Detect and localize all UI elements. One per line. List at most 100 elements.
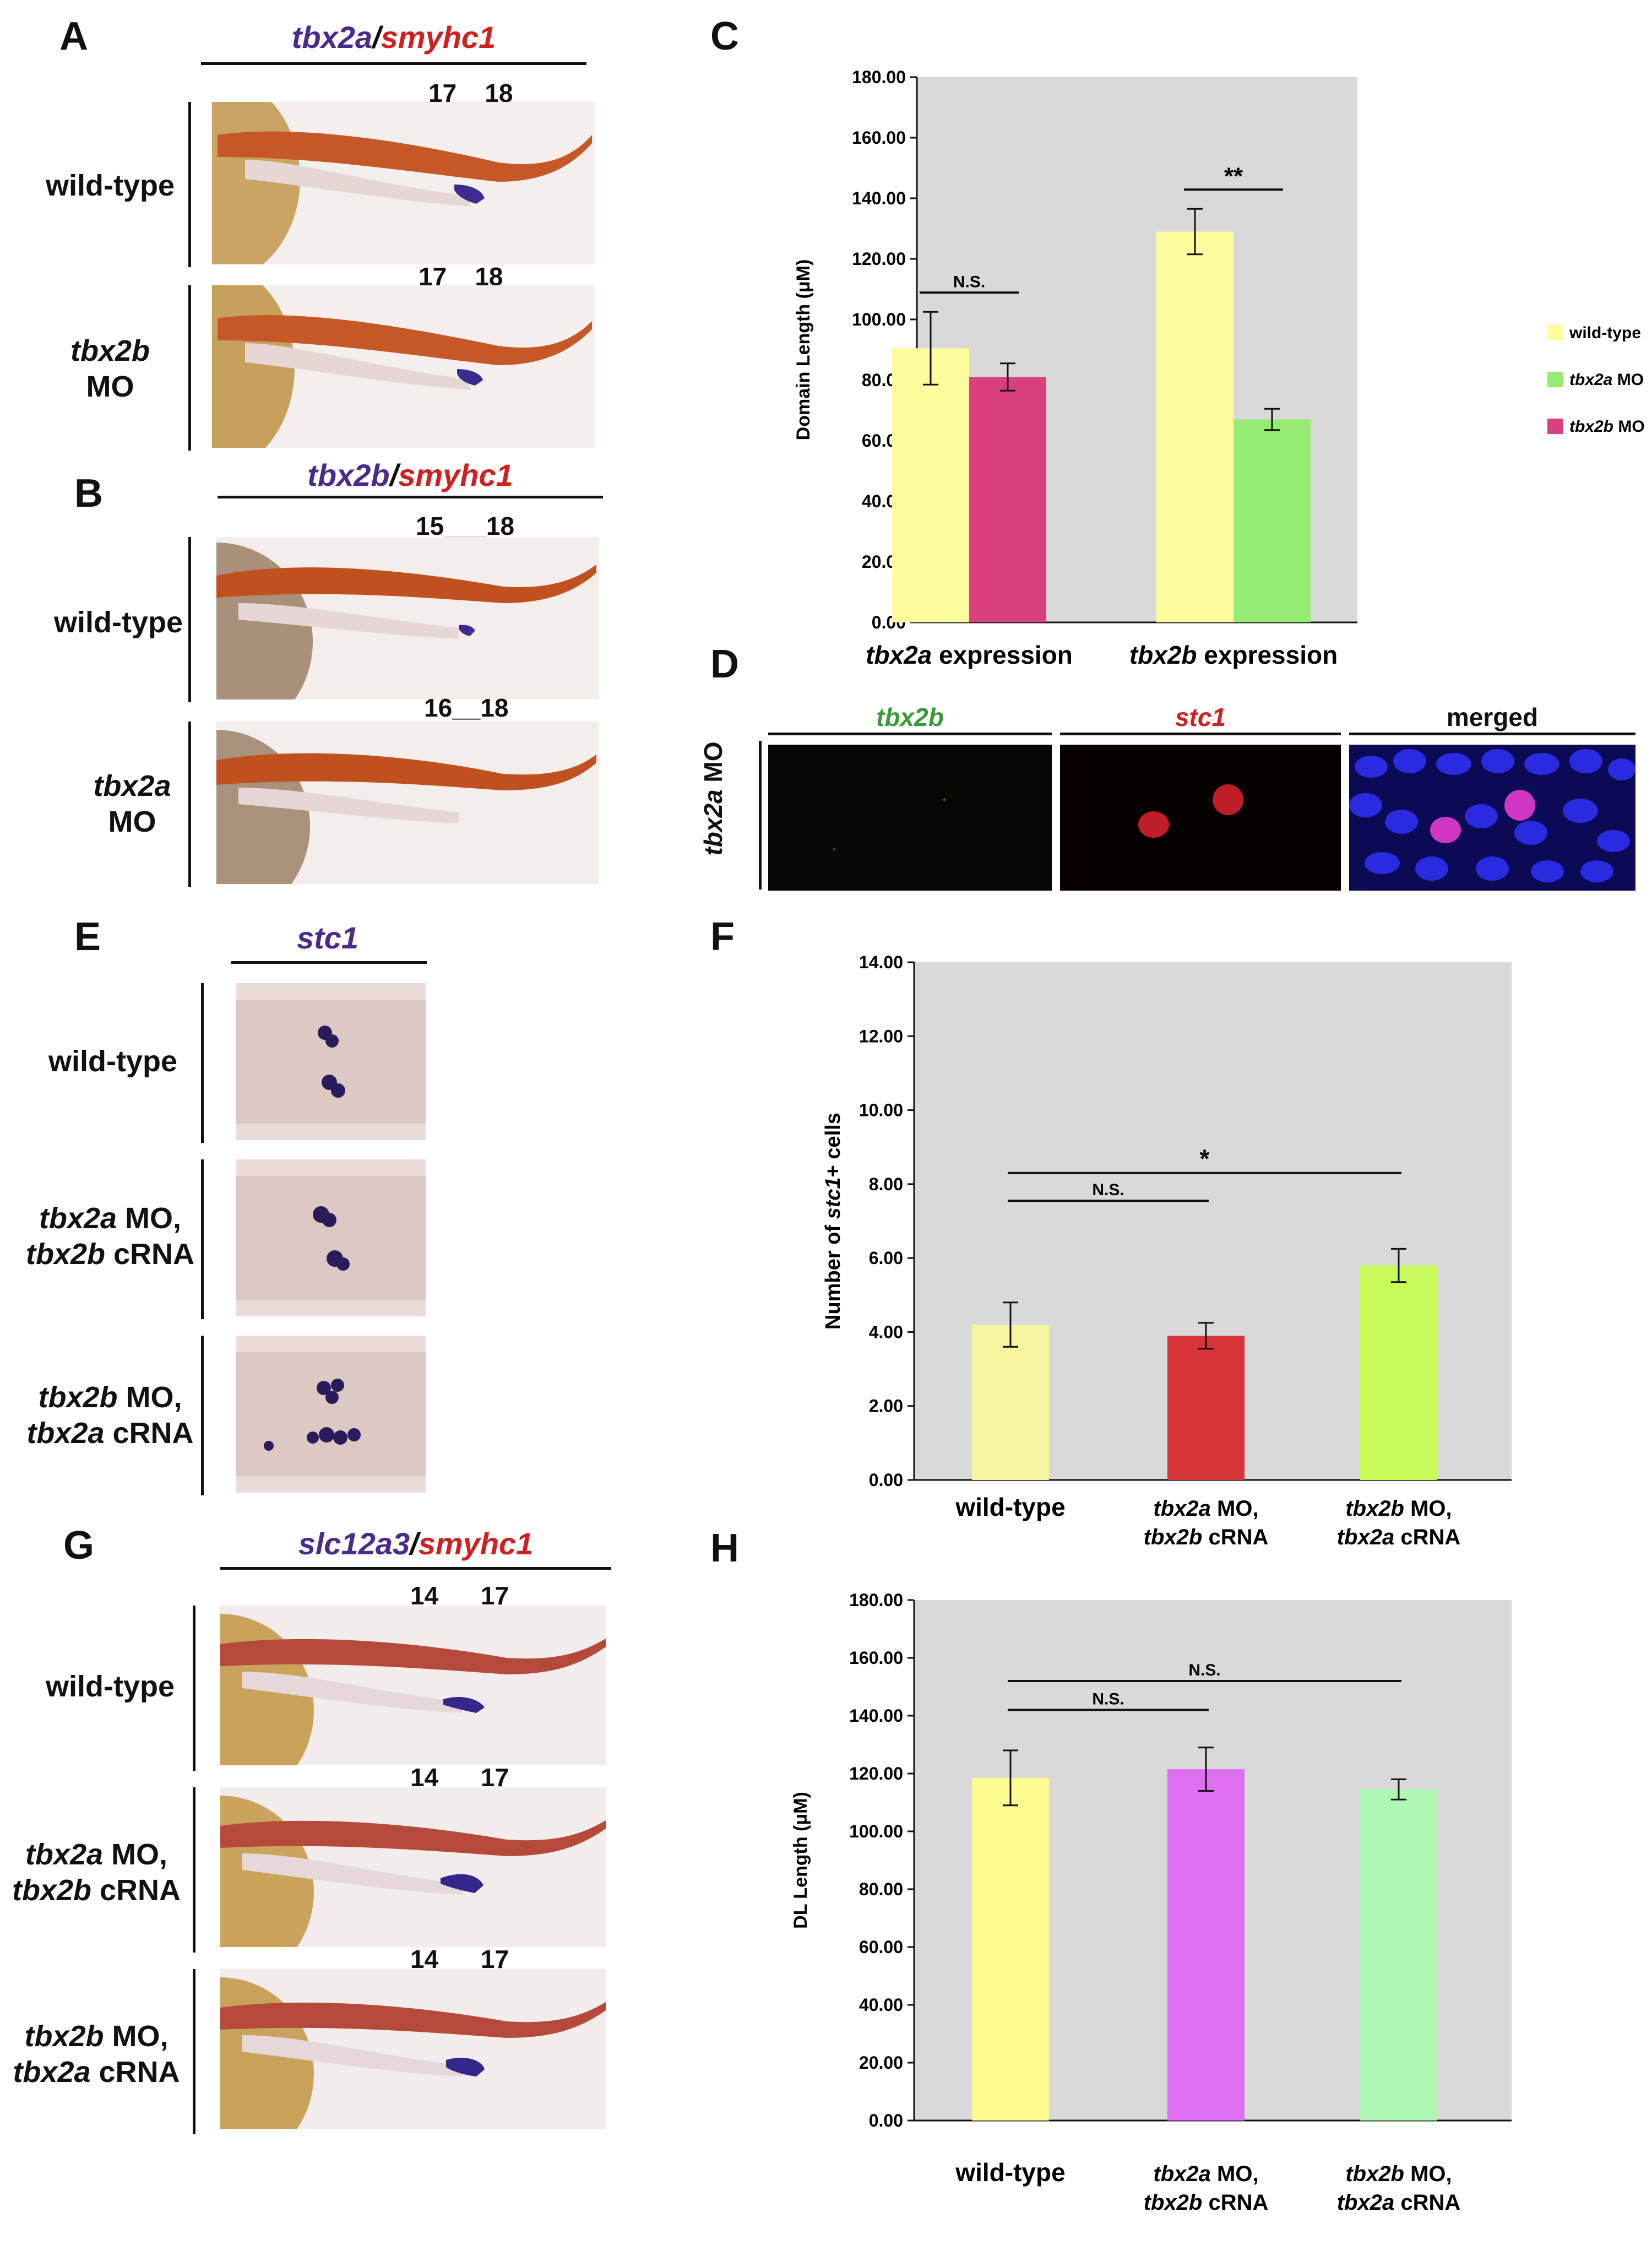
bar xyxy=(1360,1265,1437,1480)
row-label: tbx2b MO xyxy=(33,333,187,405)
y-tick-label: 120.00 xyxy=(852,249,906,269)
row-label-gene: tbx2a xyxy=(13,2055,91,2089)
row-label-gene: tbx2a xyxy=(93,769,171,802)
row-label-gene: tbx2a xyxy=(25,1838,104,1871)
significance-label: * xyxy=(1200,1145,1210,1173)
x-label-text: cRNA xyxy=(1394,2190,1460,2215)
embryo-photo xyxy=(212,285,595,448)
panel-g-gene-title: slc12a3/smyhc1 xyxy=(220,1526,611,1561)
bar xyxy=(972,1777,1049,2121)
row-label: tbx2a MO xyxy=(58,768,206,840)
bracket-line xyxy=(201,983,204,1143)
somite-range: 16__18 xyxy=(424,693,509,722)
y-tick-label: 40.00 xyxy=(859,1995,903,2015)
y-tick-label: 14.00 xyxy=(859,952,903,972)
legend-label: wild-type xyxy=(1569,324,1641,342)
x-label-text: cRNA xyxy=(1394,1525,1460,1549)
row-label-text: wild-type xyxy=(45,169,175,202)
panel-d-header: merged xyxy=(1446,703,1539,731)
x-category-label: tbx2a expression xyxy=(866,641,1073,669)
significance-label: N.S. xyxy=(1092,1181,1124,1199)
y-tick-label: 4.00 xyxy=(869,1322,903,1342)
x-label-gene: tbx2b xyxy=(1129,641,1197,669)
row-label-text: MO xyxy=(699,741,727,790)
y-tick-label: 140.00 xyxy=(849,1706,903,1726)
legend-text: MO xyxy=(1612,371,1644,389)
x-category-label: tbx2a MO, xyxy=(1153,2162,1258,2186)
y-tick-label: 160.00 xyxy=(852,128,906,148)
panel-b-title-rule xyxy=(218,496,603,498)
y-tick-label: 2.00 xyxy=(869,1396,903,1416)
embryo-image xyxy=(220,1606,606,1765)
row-label-text: wild-type xyxy=(48,1045,177,1078)
bracket-line xyxy=(201,1159,204,1319)
embryo-image xyxy=(216,722,599,884)
row-label-text: MO, xyxy=(117,1381,182,1414)
row-label-text: MO, xyxy=(103,1838,168,1871)
x-label-gene: tbx2a xyxy=(866,641,932,669)
row-label-text: cRNA xyxy=(105,1237,195,1271)
somite-range: 14___17 xyxy=(410,1945,509,1973)
row-label-gene: tbx2a xyxy=(699,789,727,856)
x-label-gene: tbx2b xyxy=(1345,1496,1404,1521)
somite-range: 14___17 xyxy=(410,1763,509,1792)
embryo-detail-image xyxy=(236,983,426,1140)
somite-range: 14___17 xyxy=(410,1581,509,1610)
row-label: tbx2b MO, tbx2a cRNA xyxy=(17,1380,204,1451)
fluor-photo xyxy=(1349,745,1635,891)
x-label-text: MO, xyxy=(1211,1496,1259,1521)
legend-gene: tbx2a xyxy=(1569,371,1612,389)
embryo-image xyxy=(212,102,595,264)
legend-swatch xyxy=(1547,419,1563,434)
embryo-photo xyxy=(216,537,599,699)
gene-name: stc1 xyxy=(296,920,359,955)
panel-label-h: H xyxy=(710,1526,739,1570)
panel-d-rule xyxy=(768,733,1052,735)
bar xyxy=(972,1325,1049,1480)
panel-label-g: G xyxy=(63,1523,95,1568)
y-tick-label: 20.00 xyxy=(859,2053,903,2073)
y-tick-label: 140.00 xyxy=(852,188,906,208)
embryo-photo xyxy=(216,722,599,884)
significance-label: N.S. xyxy=(953,273,985,291)
gene-name: tbx2b xyxy=(307,458,390,492)
panel-label-e: E xyxy=(74,915,101,959)
legend-text: MO xyxy=(1613,417,1645,436)
y-tick-label: 80.00 xyxy=(859,1879,903,1899)
panel-a-gene-title: tbx2a/smyhc1 xyxy=(201,19,586,55)
row-label: wild-type xyxy=(44,605,193,641)
y-tick-label: 6.00 xyxy=(869,1248,903,1268)
row-label: tbx2b MO, tbx2a cRNA xyxy=(6,2019,187,2090)
bar xyxy=(1360,1789,1437,2121)
x-label-gene: tbx2a xyxy=(1153,1496,1211,1521)
y-label-text: Number of xyxy=(822,1219,845,1330)
panel-d-row-bracket xyxy=(759,741,762,890)
bracket-line xyxy=(193,1606,195,1771)
row-label: tbx2a MO, tbx2b cRNA xyxy=(6,1837,187,1908)
y-tick-label: 160.00 xyxy=(849,1648,903,1668)
embryo-image xyxy=(216,537,599,699)
y-tick-label: 0.00 xyxy=(869,1470,903,1490)
row-label: tbx2a MO, tbx2b cRNA xyxy=(17,1201,204,1272)
embryo-detail-image xyxy=(236,1159,426,1316)
panel-label-b: B xyxy=(74,471,103,516)
y-tick-label: 100.00 xyxy=(849,1821,903,1841)
y-axis-label: DL Length (μM) xyxy=(790,1792,811,1929)
row-label-text: cRNA xyxy=(91,1873,181,1907)
row-label-text: cRNA xyxy=(90,2055,180,2089)
panel-e-title-rule xyxy=(231,961,427,964)
significance-label: N.S. xyxy=(1188,1661,1220,1679)
embryo-photo xyxy=(212,102,595,264)
panel-label-a: A xyxy=(59,14,88,58)
legend-swatch xyxy=(1547,372,1563,387)
embryo-image xyxy=(220,1969,606,2129)
row-label-gene: tbx2b xyxy=(70,334,150,367)
x-category-label: tbx2b expression xyxy=(1129,641,1338,669)
row-label: wild-type xyxy=(28,1669,193,1705)
panel-g-title-rule xyxy=(220,1567,611,1570)
gene-name: tbx2a xyxy=(291,20,373,55)
x-category-label: tbx2b cRNA xyxy=(1144,2190,1269,2215)
gene-name: smyhc1 xyxy=(381,20,496,55)
gene-name: smyhc1 xyxy=(418,1526,534,1561)
bar xyxy=(1167,1336,1245,1480)
